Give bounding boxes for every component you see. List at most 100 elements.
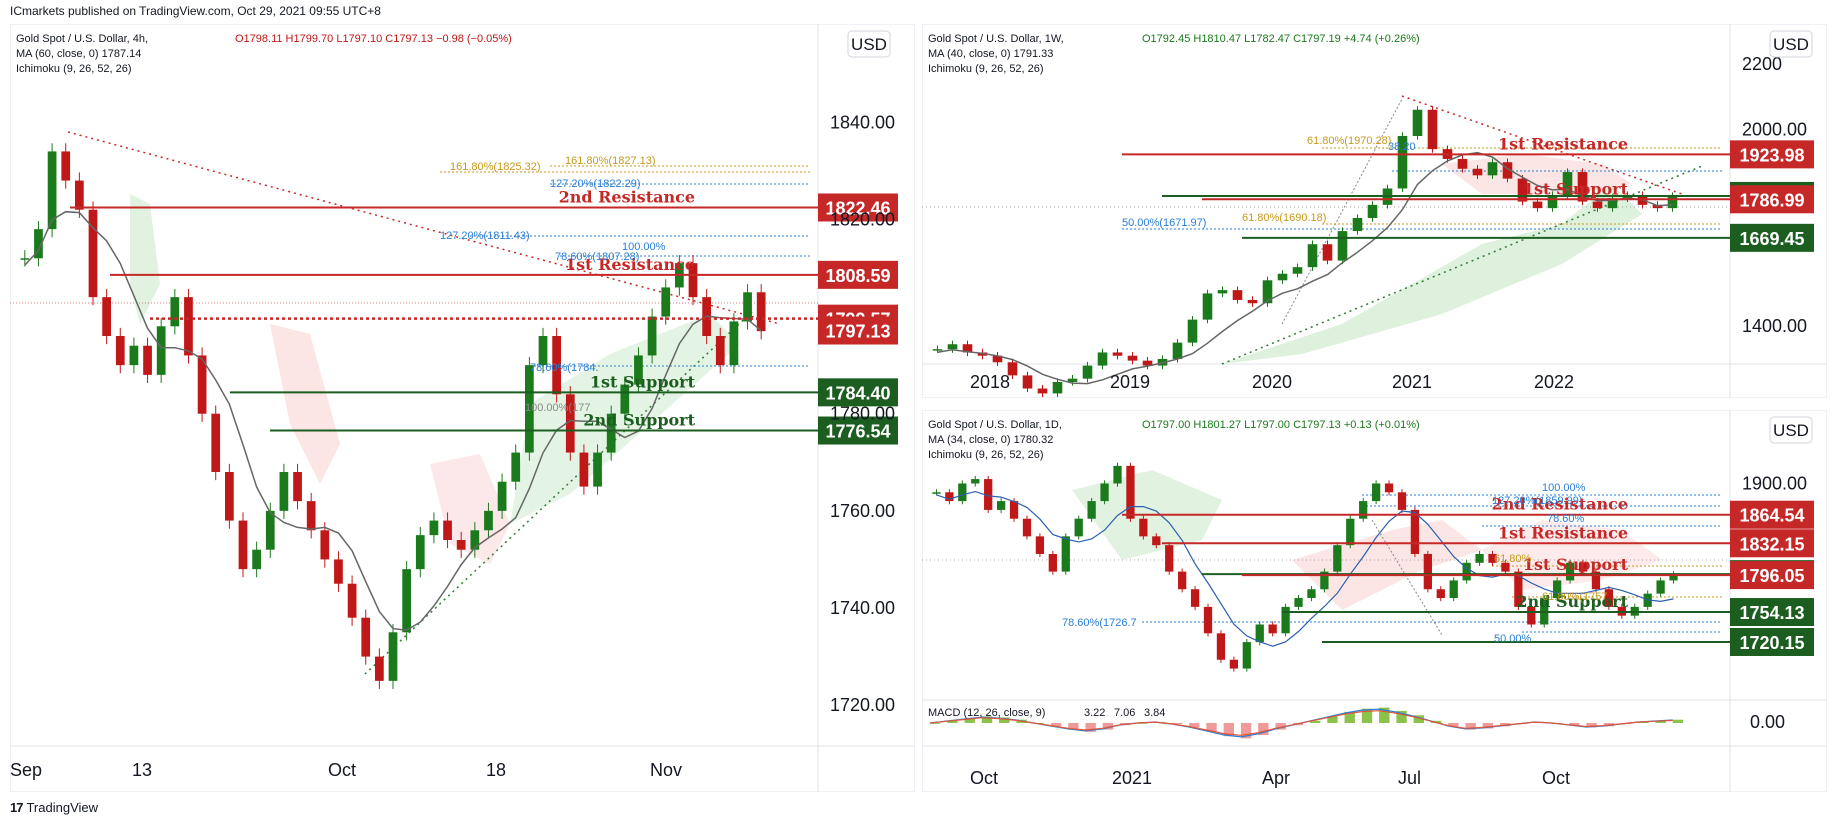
price-tag[interactable]: 1923.98 [1730, 140, 1814, 169]
d1-currency: USD [1773, 421, 1809, 440]
d1-ma-label: MA (34, close, 0) 1780.32 [928, 434, 1053, 446]
level-label: 1st Resistance [565, 255, 695, 274]
price-tag[interactable]: 1796.05 [1730, 561, 1814, 590]
candle-body [1397, 492, 1407, 510]
candle [1100, 480, 1109, 505]
footer-brand[interactable]: 17 TradingView [10, 800, 98, 815]
d1-title: Gold Spot / U.S. Dollar, 1D, [928, 419, 1062, 431]
candle [1488, 550, 1497, 566]
d1-ichimoku-label: Ichimoku (9, 26, 52, 26) [928, 449, 1044, 461]
candle [1087, 497, 1096, 522]
price-tag[interactable]: 1669.45 [1730, 223, 1814, 252]
price-tag[interactable]: 1784.40 [818, 378, 898, 407]
candle-body [1423, 553, 1432, 590]
price-tick: 1740.00 [830, 598, 895, 618]
candle-body [1436, 589, 1445, 599]
fib-label: 61.80%(1757 [1542, 591, 1607, 603]
d1-time-axis[interactable]: Oct 2021 Apr Jul Oct [970, 768, 1570, 788]
candle [1229, 656, 1239, 672]
price-tag[interactable]: 1832.15 [1730, 529, 1814, 558]
price-tag[interactable]: 1776.54 [818, 416, 898, 445]
candle-body [1577, 172, 1588, 202]
candle-body [715, 336, 725, 366]
candle-body [1591, 571, 1601, 590]
price-tag[interactable]: 1786.99 [1730, 185, 1814, 214]
d1-currency-button[interactable]: USD [1769, 416, 1813, 444]
candle [1203, 603, 1213, 637]
candle [1412, 106, 1423, 140]
candle [756, 284, 766, 340]
w1-time-axis[interactable]: 2018 2019 2020 2021 2022 [970, 372, 1574, 392]
candle-body [184, 297, 193, 356]
candle [279, 463, 289, 520]
candle [1359, 497, 1368, 522]
candle [429, 512, 439, 544]
candle [347, 575, 357, 626]
candle-body [1656, 580, 1665, 594]
h4-currency-button[interactable]: USD [847, 30, 891, 58]
price-tick: 1900.00 [1742, 473, 1807, 493]
d1-chart[interactable]: 2nd Resistance 1864.54 1st Resistance 1832.… [922, 410, 1827, 792]
candle-body [1367, 204, 1378, 218]
macd-bar [1137, 723, 1148, 724]
candle [1112, 348, 1123, 360]
price-tag-value: 1796.05 [1739, 566, 1804, 586]
time-tick: Sep [10, 760, 42, 780]
h4-chart[interactable]: 2nd Resistance 1822.46 1st Resistance 1808.… [10, 24, 915, 792]
d1-price-axis[interactable]: 1900.00 [1742, 473, 1807, 493]
candle-body [525, 365, 534, 453]
candle [402, 560, 411, 641]
candle [688, 254, 698, 306]
candle-body [511, 452, 521, 482]
price-tag[interactable]: 1754.13 [1730, 598, 1814, 627]
candle [1367, 201, 1378, 222]
price-tag[interactable]: 1822.46 [818, 193, 898, 222]
fib-label: 127.20%(1811.43) [440, 230, 530, 242]
candle-body [1087, 501, 1096, 519]
candle [1048, 550, 1057, 575]
candle-body [429, 520, 439, 536]
candle-body [156, 326, 166, 375]
h4-price-axis[interactable]: 1840.00 1820.00 1780.00 1760.00 1740.00 1720.… [830, 112, 895, 715]
candle-body [1165, 545, 1174, 572]
candle-body [75, 180, 84, 210]
macd-bar [1586, 723, 1597, 728]
candle-body [1607, 198, 1618, 209]
candle-body [984, 479, 993, 510]
price-tag[interactable]: 1797.13 [818, 316, 898, 345]
candle-body [1514, 571, 1523, 607]
price-tag[interactable]: 1864.54 [1730, 500, 1814, 529]
price-tick: 1840.00 [830, 112, 895, 132]
macd-bar [1085, 723, 1096, 732]
candle-body [1578, 562, 1588, 572]
candle [1007, 358, 1018, 380]
candle [984, 475, 993, 514]
ichimoku-cloud [130, 194, 160, 324]
macd-bar [1275, 723, 1286, 730]
candle [225, 463, 234, 529]
price-tag[interactable]: 1720.15 [1730, 627, 1814, 656]
price-tag[interactable]: 1808.59 [818, 260, 898, 289]
fib-diag [1371, 519, 1443, 636]
macd-bar [1223, 723, 1234, 737]
time-tick: 2021 [1112, 768, 1152, 788]
candle [1165, 542, 1174, 575]
w1-price-axis[interactable]: 2200 2000.00 1400.00 [1742, 54, 1807, 336]
candle-body [170, 297, 180, 327]
candle [293, 463, 302, 510]
h4-time-axis[interactable]: Sep 13 Oct 18 Nov [10, 760, 682, 780]
candle [1652, 201, 1663, 212]
candle [743, 284, 752, 330]
candle [1333, 542, 1342, 575]
ichimoku-cloud [270, 324, 340, 484]
candle-body [1187, 319, 1198, 343]
candle-body [1333, 545, 1342, 572]
candle-body [1501, 562, 1510, 572]
support-level: 1669.45 [1242, 223, 1814, 252]
macd-bar [1465, 723, 1476, 730]
candle-body [552, 336, 561, 395]
candle [34, 220, 43, 267]
candle-body [1371, 483, 1381, 502]
w1-currency-button[interactable]: USD [1769, 30, 1813, 58]
